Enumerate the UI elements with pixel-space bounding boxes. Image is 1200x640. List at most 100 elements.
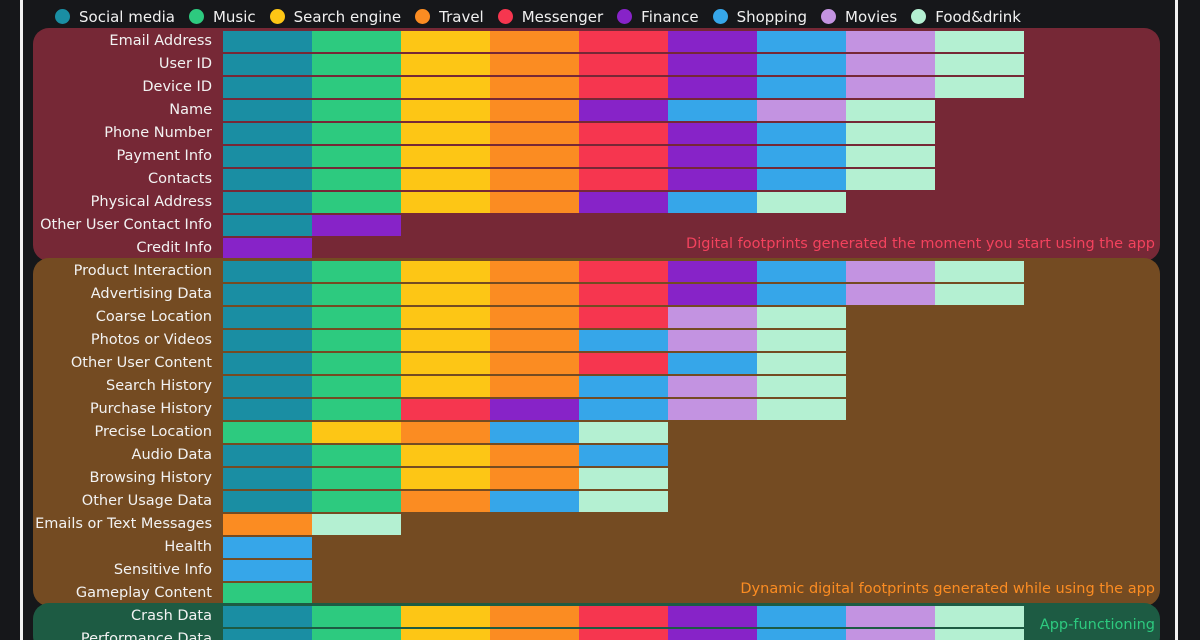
data-cell bbox=[757, 31, 846, 52]
data-cell bbox=[490, 491, 579, 512]
data-cell bbox=[668, 54, 757, 75]
data-cell bbox=[757, 169, 846, 190]
row-label: Purchase History bbox=[89, 401, 212, 417]
row-label: Contacts bbox=[148, 171, 212, 187]
data-cell bbox=[935, 606, 1024, 627]
row-label: Other Usage Data bbox=[81, 493, 212, 509]
legend-item: Shopping bbox=[712, 5, 807, 29]
data-cell bbox=[223, 422, 312, 443]
legend-dot-icon bbox=[821, 9, 837, 24]
data-cell bbox=[490, 422, 579, 443]
data-cell bbox=[668, 100, 757, 121]
data-cell bbox=[579, 31, 668, 52]
row-label: Photos or Videos bbox=[90, 332, 212, 348]
legend-item: Search engine bbox=[269, 5, 402, 29]
data-cell bbox=[490, 399, 579, 420]
data-cell bbox=[401, 192, 490, 213]
data-cell bbox=[668, 330, 757, 351]
data-cell bbox=[223, 146, 312, 167]
data-cell bbox=[579, 284, 668, 305]
legend-item: Travel bbox=[415, 5, 484, 29]
data-cell bbox=[401, 468, 490, 489]
row-label: Search History bbox=[105, 378, 212, 394]
data-cell bbox=[579, 468, 668, 489]
legend-label: Food&drink bbox=[935, 8, 1021, 26]
data-cell bbox=[668, 123, 757, 144]
data-cell bbox=[579, 307, 668, 328]
data-cell bbox=[490, 261, 579, 282]
data-cell bbox=[223, 606, 312, 627]
data-cell bbox=[223, 330, 312, 351]
data-cell bbox=[757, 261, 846, 282]
data-cell bbox=[579, 422, 668, 443]
row-label: Emails or Text Messages bbox=[35, 516, 212, 532]
row-label: Sensitive Info bbox=[113, 562, 212, 578]
data-cell bbox=[757, 606, 846, 627]
legend-item: Finance bbox=[617, 5, 699, 29]
data-cell bbox=[579, 192, 668, 213]
data-cell bbox=[401, 353, 490, 374]
data-cell bbox=[223, 445, 312, 466]
data-cell bbox=[490, 376, 579, 397]
data-cell bbox=[757, 192, 846, 213]
data-cell bbox=[223, 307, 312, 328]
row-label: Product Interaction bbox=[73, 263, 212, 279]
data-cell bbox=[312, 514, 401, 535]
legend-item: Music bbox=[188, 5, 256, 29]
legend-label: Travel bbox=[439, 8, 484, 26]
data-cell bbox=[757, 54, 846, 75]
data-cell bbox=[490, 353, 579, 374]
row-label: Name bbox=[169, 102, 212, 118]
data-cell bbox=[401, 77, 490, 98]
data-cell bbox=[490, 146, 579, 167]
row-label: Health bbox=[164, 539, 212, 555]
data-cell bbox=[935, 629, 1024, 640]
legend-item: Movies bbox=[821, 5, 897, 29]
row-label: Audio Data bbox=[131, 447, 212, 463]
data-cell bbox=[668, 192, 757, 213]
data-cell bbox=[223, 169, 312, 190]
data-cell bbox=[668, 77, 757, 98]
legend-label: Social media bbox=[79, 8, 175, 26]
data-cell bbox=[579, 399, 668, 420]
data-cell bbox=[579, 100, 668, 121]
data-cell bbox=[223, 468, 312, 489]
data-cell bbox=[579, 353, 668, 374]
data-cell bbox=[935, 284, 1024, 305]
row-label: Phone Number bbox=[104, 125, 212, 141]
data-cell bbox=[757, 330, 846, 351]
row-label: Browsing History bbox=[89, 470, 213, 486]
data-cell bbox=[312, 284, 401, 305]
data-cell bbox=[846, 629, 935, 640]
data-cell bbox=[490, 54, 579, 75]
data-cell bbox=[757, 399, 846, 420]
data-cell bbox=[846, 606, 935, 627]
data-cell bbox=[579, 146, 668, 167]
data-cell bbox=[668, 629, 757, 640]
data-cell bbox=[401, 445, 490, 466]
legend-label: Search engine bbox=[293, 8, 402, 26]
data-cell bbox=[312, 192, 401, 213]
data-cell bbox=[490, 468, 579, 489]
legend-dot-icon bbox=[269, 9, 285, 24]
data-cell bbox=[579, 123, 668, 144]
row-label: Crash Data bbox=[131, 608, 212, 624]
legend-dot-icon bbox=[188, 9, 204, 24]
data-cell bbox=[579, 445, 668, 466]
legend-item: Food&drink bbox=[911, 5, 1021, 29]
data-cell bbox=[490, 307, 579, 328]
data-cell bbox=[312, 422, 401, 443]
data-cell bbox=[312, 100, 401, 121]
data-cell bbox=[757, 353, 846, 374]
data-cell bbox=[312, 629, 401, 640]
data-cell bbox=[757, 123, 846, 144]
legend: Social media Music Search engine Travel Mess… bbox=[55, 5, 1035, 29]
row-label: Performance Data bbox=[80, 631, 212, 640]
data-cell bbox=[312, 468, 401, 489]
data-cell bbox=[757, 146, 846, 167]
group-caption: Dynamic digital footprints generated whi… bbox=[740, 581, 1155, 597]
data-cell bbox=[668, 353, 757, 374]
data-cell bbox=[223, 583, 312, 604]
legend-label: Messenger bbox=[521, 8, 604, 26]
